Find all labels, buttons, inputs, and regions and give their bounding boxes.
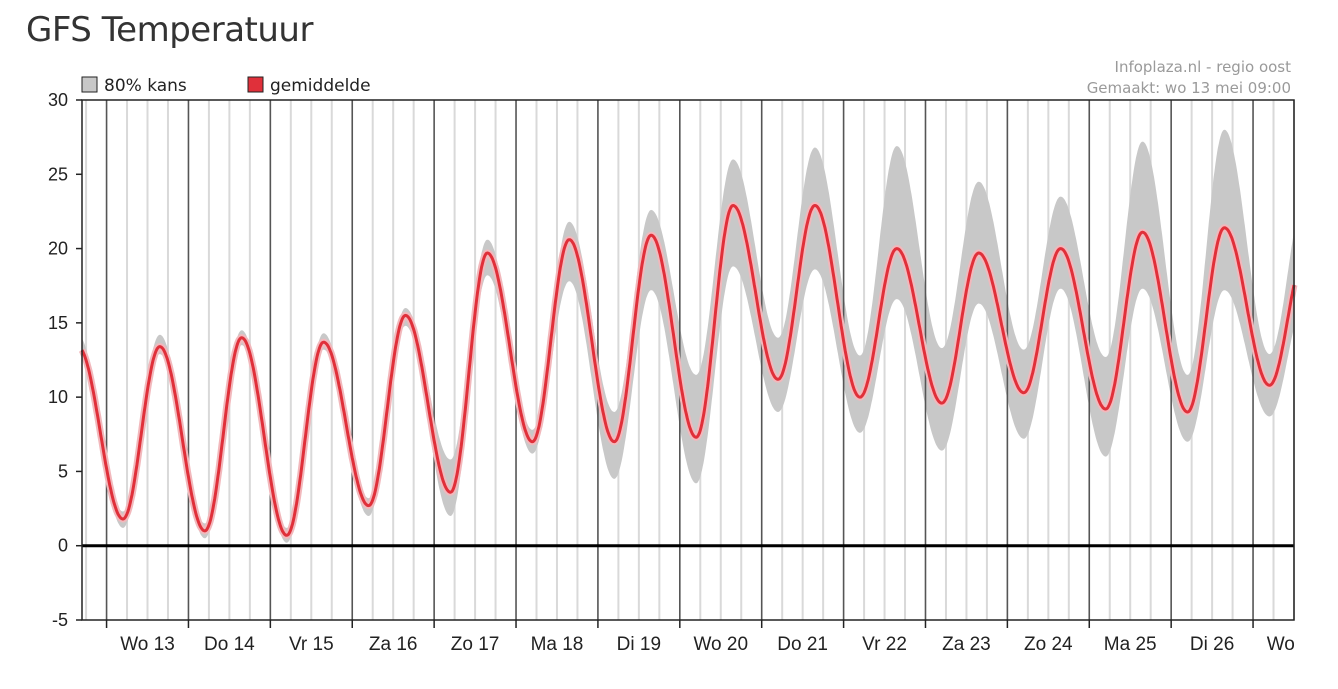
- y-tick-label: 25: [48, 164, 68, 184]
- x-tick-label: Za 16: [369, 634, 418, 655]
- legend: 80% kans gemiddelde: [81, 76, 371, 96]
- legend-band-swatch: [81, 76, 98, 93]
- axes: [81, 99, 1295, 621]
- plot-frame: [81, 99, 1295, 621]
- x-tick-label: Zo 24: [1024, 634, 1073, 655]
- x-tick-label: Do 21: [777, 634, 828, 655]
- x-tick-label: Za 23: [942, 634, 991, 655]
- legend-band-label: 80% kans: [104, 76, 187, 96]
- mean-line: [78, 202, 1298, 539]
- x-tick-label: Vr 22: [862, 634, 907, 655]
- created-label: Gemaakt: wo 13 mei 09:00: [1087, 79, 1291, 97]
- x-tick-label: Wo 13: [120, 634, 175, 655]
- band-area: [82, 129, 1294, 543]
- legend-mean-swatch: [247, 76, 264, 93]
- x-tick-label: Ma 18: [531, 634, 584, 655]
- x-tick-label: Di 19: [617, 634, 661, 655]
- x-axis-ticks: Wo 13 Do 14 Vr 15 Za 16 Zo 17 Ma 18 Di 19 Wo 20…: [105, 620, 1322, 655]
- x-tick-label: Di 26: [1190, 634, 1234, 655]
- x-tick-label: Vr 15: [289, 634, 334, 655]
- uncertainty-band: [82, 129, 1294, 543]
- y-tick-label: 30: [48, 90, 68, 110]
- x-tick-label: Zo 17: [451, 634, 500, 655]
- y-tick-label: 10: [48, 387, 68, 407]
- x-tick-label: Do 14: [204, 634, 255, 655]
- y-tick-label: 0: [58, 536, 68, 556]
- x-tick-label: Wo 20: [693, 634, 748, 655]
- y-axis-ticks: 30 25 20 15 10 5 0 -5: [48, 90, 82, 630]
- credit-block: Infoplaza.nl - regio oost Gemaakt: wo 13…: [1087, 58, 1291, 97]
- source-label: Infoplaza.nl - regio oost: [1115, 58, 1292, 76]
- legend-mean-label: gemiddelde: [270, 76, 371, 96]
- y-tick-label: 5: [58, 461, 68, 481]
- page-title: GFS Temperatuur: [26, 10, 313, 50]
- y-tick-label: -5: [52, 610, 68, 630]
- x-tick-label: Wo 27: [1267, 634, 1322, 655]
- y-tick-label: 20: [48, 239, 68, 259]
- x-tick-label: Ma 25: [1104, 634, 1157, 655]
- mean-series-line: [80, 204, 1296, 537]
- y-tick-label: 15: [48, 313, 68, 333]
